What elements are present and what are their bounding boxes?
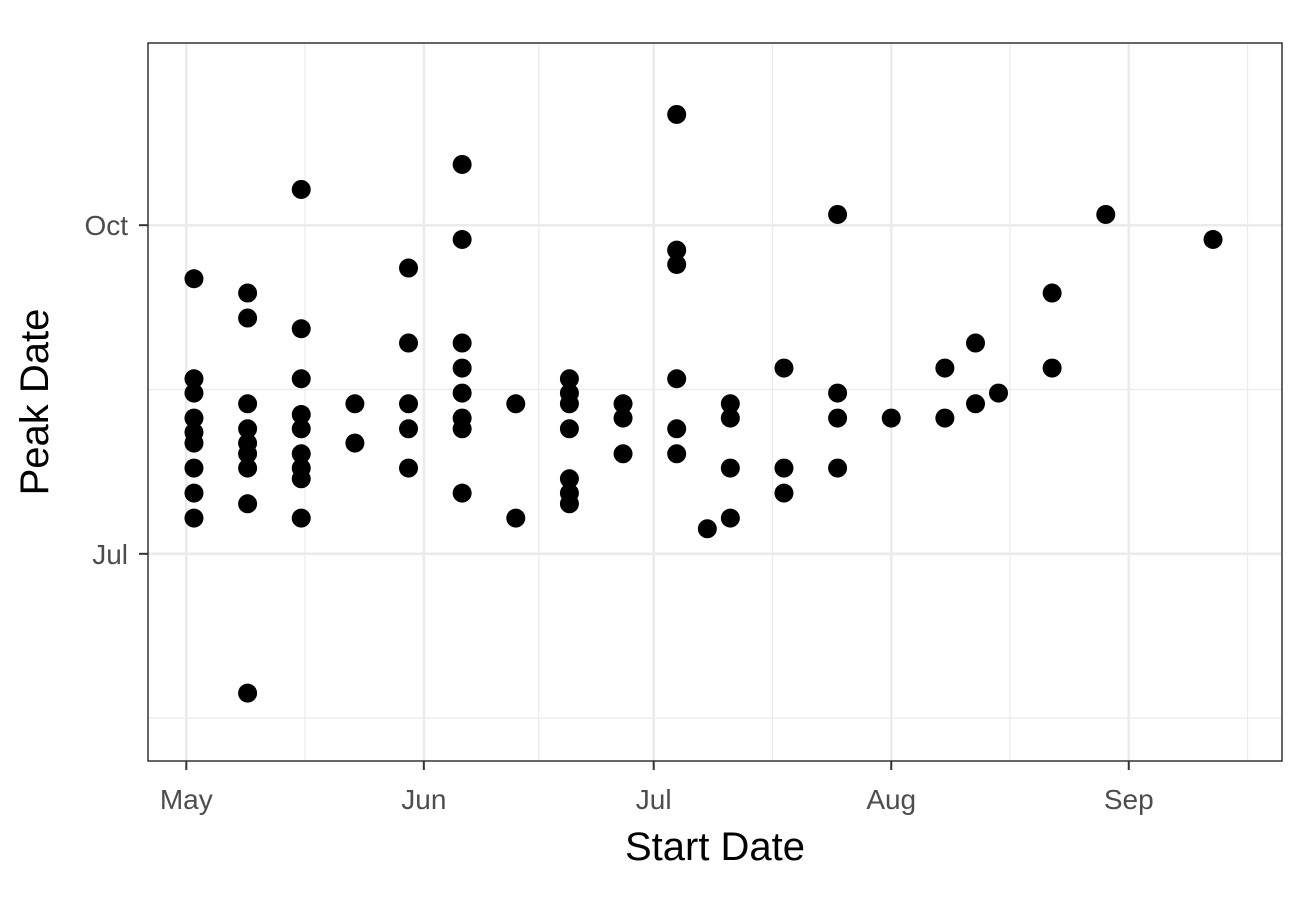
data-point [238,394,258,414]
data-point [559,419,579,439]
data-point [399,258,419,278]
data-point [184,408,204,428]
grid-minor [148,43,1282,761]
y-tick-label: Oct [84,210,128,241]
data-point [452,154,472,174]
data-point [399,394,419,414]
data-point [452,383,472,403]
data-point [291,419,311,439]
data-point [613,408,633,428]
data-point [966,333,986,353]
data-point [452,483,472,503]
x-tick-label: May [160,784,213,815]
data-point [238,458,258,478]
data-point [774,483,794,503]
data-point [989,383,1008,403]
data-point [667,444,687,464]
data-point [345,394,365,414]
data-point [291,508,311,528]
data-point [774,358,794,378]
plot-border [147,42,1283,762]
data-point [613,444,633,464]
data-point [345,433,365,453]
data-point [774,458,794,478]
data-point [667,369,687,389]
data-point [935,408,955,428]
y-axis-title: Peak Date [13,309,57,496]
data-point [184,269,204,289]
data-point [720,458,740,478]
y-tick-label: Jul [92,539,128,570]
data-point [238,419,258,439]
data-point [1042,283,1062,303]
data-point [184,433,204,453]
data-point [966,394,986,414]
data-point [1042,358,1062,378]
data-point [291,179,311,199]
data-point [720,408,740,428]
data-point [399,458,419,478]
data-point [1096,204,1116,224]
data-point [667,254,687,274]
x-tick-label: Sep [1104,784,1154,815]
data-point [559,394,579,414]
x-tick-label: Aug [866,784,916,815]
data-point [667,419,687,439]
data-point [238,683,258,703]
data-point [291,319,311,339]
data-point [1203,229,1223,249]
data-point [559,369,579,389]
data-point [238,283,258,303]
data-point [184,508,204,528]
data-point [184,369,204,389]
data-point [184,458,204,478]
data-point [452,333,472,353]
x-tick-label: Jun [401,784,446,815]
data-point [399,333,419,353]
data-point [399,419,419,439]
data-point [828,383,848,403]
data-point [935,358,955,378]
data-point [559,469,579,489]
data-point [291,469,311,489]
data-point [291,405,311,425]
data-point [452,358,472,378]
data-point [238,444,258,464]
y-axis-ticks: Jul Oct [84,210,148,570]
data-point [238,494,258,514]
data-point [613,394,633,414]
data-point [667,104,687,124]
data-point [697,519,717,539]
data-point [506,508,526,528]
x-axis-title: Start Date [625,825,805,869]
data-point [184,483,204,503]
data-point [506,394,526,414]
data-point [881,408,901,428]
data-point [291,444,311,464]
data-points [184,104,1223,703]
plot-background [148,43,1282,761]
data-point [291,369,311,389]
x-tick-label: Jul [636,784,672,815]
data-point [720,394,740,414]
data-point [559,494,579,514]
data-point [828,204,848,224]
grid-major [148,43,1282,761]
data-point [667,240,687,260]
data-point [452,229,472,249]
x-axis-ticks: May Jun Jul Aug Sep [160,761,1154,815]
data-point [452,419,472,439]
data-point [184,383,204,403]
data-point [720,508,740,528]
data-point [828,458,848,478]
data-point [238,308,258,328]
data-point [828,408,848,428]
